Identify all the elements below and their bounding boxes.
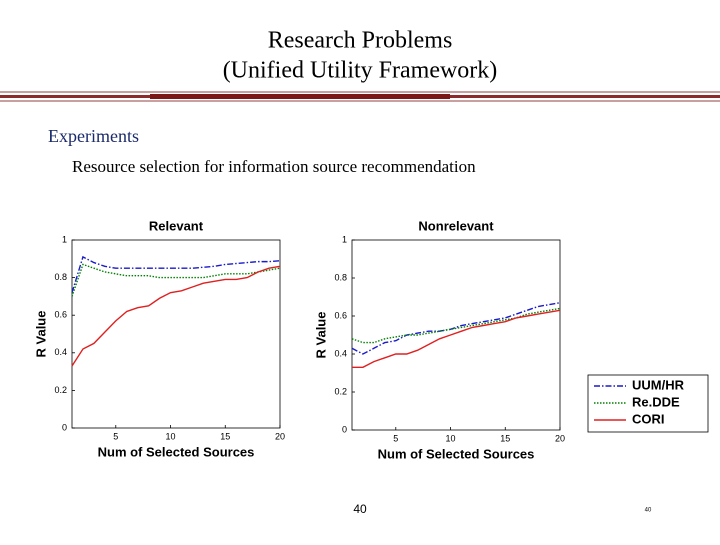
x-tick-label: 5 <box>113 431 118 441</box>
y-tick-label: 0.4 <box>54 347 67 357</box>
y-tick-label: 1 <box>342 234 347 244</box>
x-tick-label: 5 <box>393 433 398 443</box>
chart-title: Relevant <box>149 218 204 233</box>
x-tick-label: 15 <box>500 433 510 443</box>
line-series <box>352 309 561 368</box>
y-tick-label: 0.6 <box>54 310 67 320</box>
sub-bullet: Resource selection for information sourc… <box>72 157 476 176</box>
y-tick-label: 0 <box>62 422 67 432</box>
line-series <box>71 263 281 297</box>
line-series <box>71 255 281 293</box>
y-tick-label: 0.8 <box>334 272 347 282</box>
x-axis-label: Num of Selected Sources <box>98 444 255 459</box>
y-tick-label: 0 <box>342 424 347 434</box>
x-axis-label: Num of Selected Sources <box>378 446 535 461</box>
x-tick-label: 10 <box>446 433 456 443</box>
y-tick-label: 0.8 <box>54 272 67 282</box>
legend-label: UUM/HR <box>632 377 685 392</box>
line-series <box>351 307 561 344</box>
slide-title: Research Problems <box>268 28 453 54</box>
corner-number: 40 <box>645 508 652 514</box>
x-tick-label: 20 <box>275 431 285 441</box>
x-tick-label: 15 <box>220 431 230 441</box>
y-axis-label: R Value <box>33 311 48 358</box>
page-number: 40 <box>353 502 367 516</box>
y-axis-label: R Value <box>313 312 328 359</box>
title-rule <box>0 91 720 102</box>
plot-area <box>351 239 561 431</box>
y-tick-label: 0.2 <box>54 385 67 395</box>
y-tick-label: 0.4 <box>334 348 347 358</box>
legend <box>587 374 709 433</box>
line-series <box>71 265 281 367</box>
line-series <box>351 302 561 355</box>
x-tick-label: 10 <box>166 431 176 441</box>
bullet: Experiments <box>48 126 139 146</box>
y-tick-label: 0.6 <box>334 310 347 320</box>
x-tick-label: 20 <box>555 433 565 443</box>
plot-area <box>71 239 281 429</box>
y-tick-label: 0.2 <box>334 386 347 396</box>
slide-title: (Unified Utility Framework) <box>223 58 498 84</box>
chart-title: Nonrelevant <box>418 218 494 233</box>
legend-label: Re.DDE <box>632 394 680 409</box>
y-tick-label: 1 <box>62 234 67 244</box>
legend-label: CORI <box>632 411 665 426</box>
